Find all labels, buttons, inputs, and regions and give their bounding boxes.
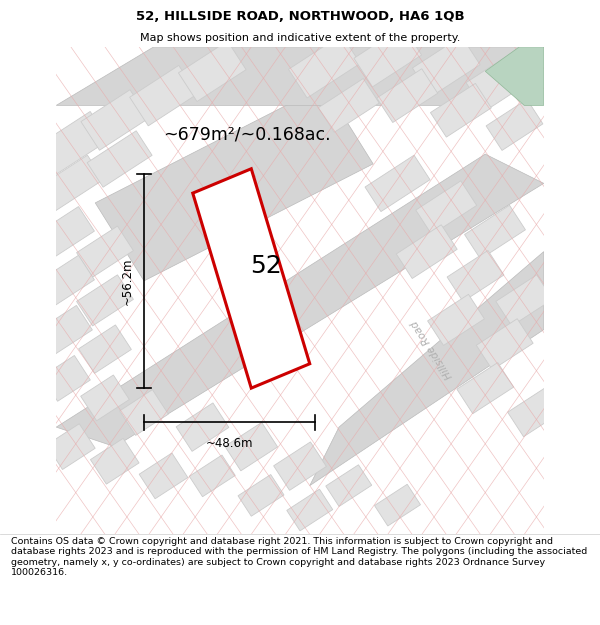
Polygon shape bbox=[193, 169, 310, 388]
Polygon shape bbox=[476, 319, 533, 370]
Polygon shape bbox=[274, 442, 326, 491]
Text: Hillside R...: Hillside R... bbox=[205, 168, 259, 208]
Polygon shape bbox=[466, 51, 533, 111]
Polygon shape bbox=[47, 424, 95, 469]
Polygon shape bbox=[496, 275, 553, 326]
Polygon shape bbox=[485, 47, 544, 106]
Polygon shape bbox=[289, 35, 360, 98]
Polygon shape bbox=[33, 111, 109, 178]
Text: Map shows position and indicative extent of the property.: Map shows position and indicative extent… bbox=[140, 32, 460, 43]
Polygon shape bbox=[91, 438, 139, 484]
Polygon shape bbox=[430, 83, 491, 137]
Polygon shape bbox=[374, 484, 421, 526]
Polygon shape bbox=[56, 47, 544, 106]
Text: ~56.2m: ~56.2m bbox=[121, 257, 134, 304]
Polygon shape bbox=[119, 389, 169, 436]
Polygon shape bbox=[130, 66, 197, 126]
Polygon shape bbox=[77, 226, 133, 277]
Polygon shape bbox=[80, 375, 130, 421]
Polygon shape bbox=[486, 99, 543, 151]
Polygon shape bbox=[508, 388, 560, 437]
Polygon shape bbox=[87, 131, 152, 188]
Polygon shape bbox=[77, 275, 133, 326]
Polygon shape bbox=[447, 251, 504, 301]
Text: ~48.6m: ~48.6m bbox=[206, 437, 253, 450]
Polygon shape bbox=[95, 86, 373, 281]
Polygon shape bbox=[176, 403, 229, 451]
Polygon shape bbox=[377, 69, 438, 122]
Polygon shape bbox=[396, 225, 457, 279]
Polygon shape bbox=[40, 306, 92, 354]
Text: ~679m²/~0.168ac.: ~679m²/~0.168ac. bbox=[163, 126, 331, 144]
Polygon shape bbox=[365, 155, 430, 212]
Polygon shape bbox=[416, 181, 477, 234]
Text: 52: 52 bbox=[250, 254, 282, 278]
Polygon shape bbox=[318, 79, 379, 132]
Text: Contains OS data © Crown copyright and database right 2021. This information is : Contains OS data © Crown copyright and d… bbox=[11, 537, 587, 578]
Text: Hillside Road: Hillside Road bbox=[409, 318, 454, 380]
Polygon shape bbox=[457, 362, 514, 414]
Polygon shape bbox=[178, 41, 246, 101]
Polygon shape bbox=[287, 489, 333, 531]
Polygon shape bbox=[354, 26, 422, 87]
Polygon shape bbox=[225, 422, 278, 471]
Polygon shape bbox=[310, 252, 544, 486]
Polygon shape bbox=[81, 90, 149, 150]
Polygon shape bbox=[428, 294, 484, 346]
Polygon shape bbox=[41, 356, 91, 401]
Polygon shape bbox=[326, 465, 372, 506]
Polygon shape bbox=[56, 154, 544, 447]
Polygon shape bbox=[38, 207, 94, 258]
Polygon shape bbox=[412, 36, 480, 97]
Polygon shape bbox=[38, 155, 103, 212]
Text: 52, HILLSIDE ROAD, NORTHWOOD, HA6 1QB: 52, HILLSIDE ROAD, NORTHWOOD, HA6 1QB bbox=[136, 10, 464, 23]
Polygon shape bbox=[38, 256, 94, 306]
Polygon shape bbox=[79, 325, 131, 373]
Polygon shape bbox=[189, 455, 235, 497]
Polygon shape bbox=[238, 474, 284, 516]
Polygon shape bbox=[464, 205, 526, 259]
Polygon shape bbox=[139, 453, 188, 499]
